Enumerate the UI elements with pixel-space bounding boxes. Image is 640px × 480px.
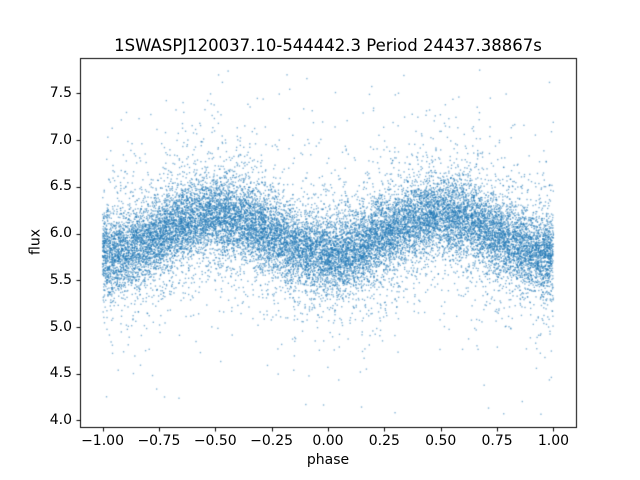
y-tick-label: 7.5 [49, 84, 72, 101]
y-tick-label: 6.5 [49, 178, 72, 195]
x-tick-label: −0.25 [250, 433, 294, 449]
y-tick-label: 6.0 [49, 225, 72, 242]
y-tick-label: 5.0 [49, 318, 72, 335]
x-tick-label: 0.00 [312, 433, 344, 449]
x-tick-label: −0.50 [193, 433, 237, 449]
x-axis-label: phase [306, 452, 350, 468]
y-tick-label: 4.5 [49, 365, 72, 382]
y-tick-label: 7.0 [49, 131, 72, 148]
chart-title: 1SWASPJ120037.10-544442.3 Period 24437.3… [114, 36, 542, 55]
y-tick-label: 5.5 [49, 271, 72, 288]
x-tick-label: 0.75 [481, 433, 513, 449]
y-tick-label: 4.0 [49, 411, 72, 428]
x-tick-label: 0.50 [425, 433, 457, 449]
x-tick-label: −1.00 [81, 433, 124, 449]
x-tick-label: 0.25 [368, 433, 400, 449]
x-tick-label: −0.75 [137, 433, 181, 449]
x-tick-label: 1.00 [537, 433, 570, 449]
